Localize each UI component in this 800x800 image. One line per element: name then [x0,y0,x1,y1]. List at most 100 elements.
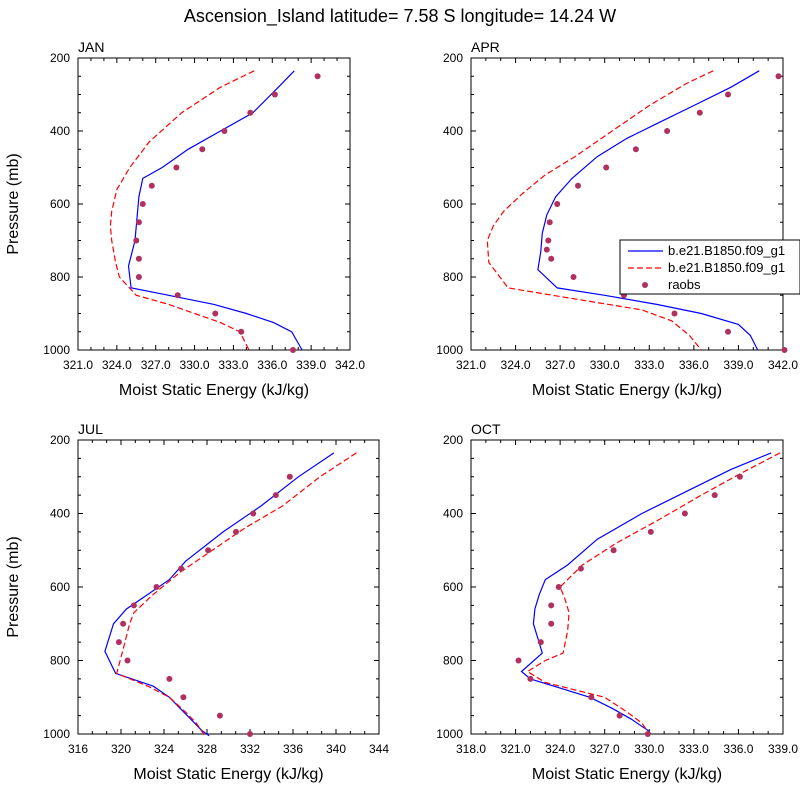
legend-swatch-raobs [642,282,648,288]
raobs-point [644,731,651,737]
series-line-dashed [115,452,357,737]
x-tick-label: 342.0 [768,358,798,372]
x-tick-label: 324.0 [501,358,531,372]
raobs-point [681,510,688,517]
legend-label-solid: b.e21.B1850.f09_g1 [668,243,785,258]
raobs-point [527,675,534,682]
x-tick-label: 336.0 [257,358,287,372]
x-axis-title: Moist Static Energy (kJ/kg) [133,766,323,783]
y-tick-label: 800 [50,270,70,284]
raobs-point [174,292,181,299]
raobs-point [548,620,555,627]
x-tick-label: 318.0 [456,742,486,756]
y-tick-label: 400 [50,507,70,521]
raobs-point [554,201,561,207]
x-axis-title: Moist Static Energy (kJ/kg) [532,382,722,399]
panel-label: JAN [78,39,104,55]
legend-box [619,239,800,295]
raobs-point [545,237,552,244]
raobs-point [180,694,187,701]
raobs-point [115,639,122,646]
y-tick-label: 400 [50,124,70,138]
x-tick-label: 324 [154,742,174,756]
y-tick-label: 600 [443,580,463,594]
panel-apr: APR 321.0 324.0 327.0 330.0 333.0 336.0 339.0 34… [436,39,798,399]
y-tick-label: 1000 [43,343,70,357]
raobs-point [664,128,671,134]
figure-title: Ascension_Island latitude= 7.58 S longit… [184,6,616,27]
raobs-point [205,547,212,554]
legend: b.e21.B1850.f09_g1 b.e21.B1850.f09_g1 ra… [619,239,800,295]
y-tick-label: 800 [50,654,70,668]
panel-jan: JAN 321.0 324.0 327.0 330.0 333.0 336.0 339.0 34… [5,39,365,399]
raobs-point [781,347,788,353]
y-axis-title: Pressure (mb) [5,536,22,637]
x-tick-label: 332 [240,742,260,756]
raobs-point [290,347,296,353]
raobs-point [725,91,731,98]
x-tick-label: 333.0 [634,358,664,372]
raobs-point [588,694,595,701]
raobs-point [314,73,321,80]
raobs-point [575,182,581,189]
x-tick-label: 330.0 [590,358,620,372]
x-tick-label: 344 [369,742,389,756]
x-tick-label: 321.0 [501,742,531,756]
x-axis-title: Moist Static Energy (kJ/kg) [119,382,309,399]
raobs-point [647,528,654,535]
raobs-point [543,246,550,253]
y-tick-label: 400 [443,124,463,138]
x-tick-label: 339.0 [723,358,753,372]
raobs-point [178,565,185,572]
y-tick-label: 600 [50,580,70,594]
raobs-point [577,565,584,572]
raobs-point [221,128,228,134]
raobs-point [603,164,610,171]
series-line-dashed [109,70,255,351]
raobs-point [133,237,140,244]
raobs-point [233,528,239,535]
y-tick-label: 200 [443,51,463,65]
raobs-point [555,584,562,590]
y-tick-label: 800 [443,270,463,284]
panels-group: JAN 321.0 324.0 327.0 330.0 333.0 336.0 339.0 34… [5,39,798,783]
y-tick-label: 200 [50,51,70,65]
raobs-point [173,164,180,171]
x-tick-label: 330.0 [634,742,664,756]
panel-oct: OCT 318.0 321.0 324.0 327.0 330.0 333.0 336.0 33… [436,421,798,783]
x-tick-label: 336.0 [723,742,753,756]
raobs-point [250,510,257,517]
raobs-point [148,182,155,189]
raobs-point [725,328,731,335]
x-tick-label: 339.0 [768,742,798,756]
raobs-point [775,73,782,80]
y-tick-label: 1000 [436,727,463,741]
raobs-point [212,310,219,317]
raobs-point [632,146,639,153]
legend-label-raobs: raobs [668,277,701,292]
panel-label: APR [471,39,500,55]
raobs-point [199,146,206,153]
x-tick-label: 340 [326,742,346,756]
y-tick-label: 200 [50,433,70,447]
series-line-solid [520,452,772,735]
x-tick-label: 342.0 [335,358,365,372]
series-line-solid [127,70,303,351]
raobs-point [736,473,743,480]
panel-jul: JUL 316 320 324 328 332 336 340 344 200 400 600 800 1… [5,421,389,783]
raobs-point [120,620,127,627]
x-tick-label: 339.0 [296,358,326,372]
raobs-point [271,91,278,98]
x-tick-label: 316 [68,742,88,756]
raobs-point [610,547,617,554]
raobs-point [272,492,279,499]
x-tick-label: 324.0 [545,742,575,756]
panel-label: OCT [471,421,501,437]
raobs-point [570,274,577,280]
series-line-solid [537,70,760,351]
panel-label: JUL [78,421,103,437]
x-tick-label: 321.0 [456,358,486,372]
x-tick-label: 328 [197,742,217,756]
